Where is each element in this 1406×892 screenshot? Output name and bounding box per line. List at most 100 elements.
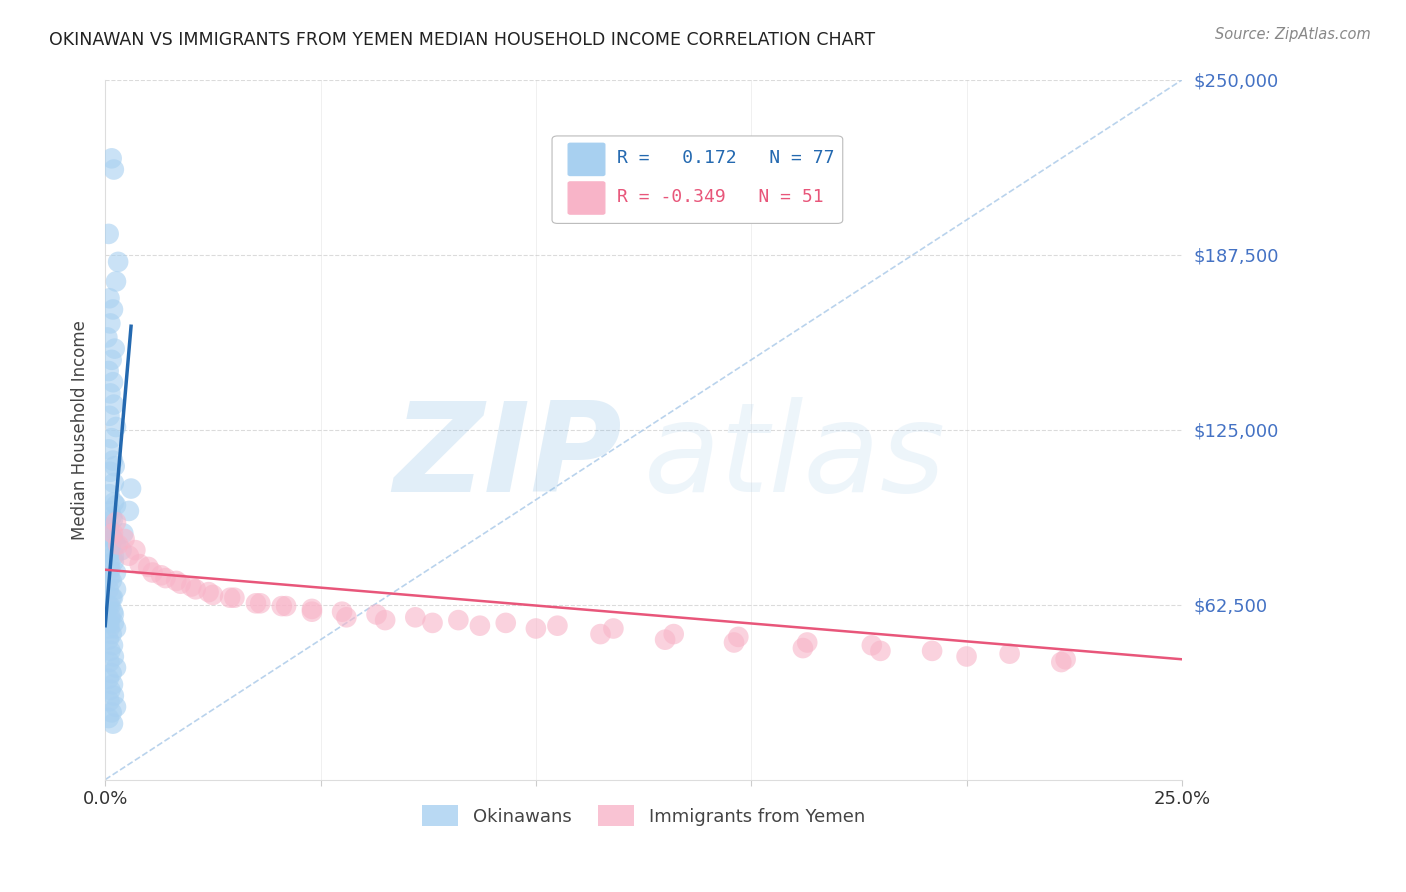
Point bbox=[97, 711, 120, 725]
Point bbox=[107, 255, 129, 269]
Point bbox=[103, 398, 125, 412]
Point bbox=[112, 526, 135, 541]
Point bbox=[98, 557, 121, 571]
Text: atlas: atlas bbox=[644, 397, 946, 518]
FancyBboxPatch shape bbox=[568, 144, 605, 176]
Point bbox=[104, 515, 127, 529]
Point bbox=[100, 706, 122, 720]
Point bbox=[100, 666, 122, 681]
Point bbox=[792, 641, 814, 656]
Point bbox=[330, 605, 353, 619]
Point bbox=[524, 622, 547, 636]
Point bbox=[224, 591, 246, 605]
Point bbox=[128, 557, 150, 571]
Point bbox=[98, 546, 121, 560]
Point bbox=[101, 716, 124, 731]
Point bbox=[120, 482, 142, 496]
Point bbox=[97, 599, 120, 613]
Point bbox=[1050, 655, 1073, 669]
Point bbox=[869, 644, 891, 658]
Point bbox=[860, 638, 883, 652]
Point bbox=[100, 644, 122, 658]
Point bbox=[274, 599, 297, 613]
FancyBboxPatch shape bbox=[568, 182, 605, 214]
Point bbox=[468, 618, 491, 632]
Point bbox=[98, 622, 121, 636]
Y-axis label: Median Household Income: Median Household Income bbox=[72, 320, 89, 540]
Point bbox=[104, 342, 127, 356]
Point bbox=[104, 661, 127, 675]
Point bbox=[100, 574, 122, 588]
Point bbox=[374, 613, 396, 627]
Point bbox=[100, 465, 122, 479]
Point bbox=[100, 509, 122, 524]
Point bbox=[100, 541, 122, 555]
Point bbox=[104, 537, 127, 551]
Point bbox=[245, 596, 267, 610]
Point bbox=[100, 317, 122, 331]
Point bbox=[184, 582, 207, 597]
Text: Source: ZipAtlas.com: Source: ZipAtlas.com bbox=[1215, 27, 1371, 42]
Point bbox=[796, 635, 818, 649]
Point bbox=[100, 683, 122, 698]
Point bbox=[998, 647, 1021, 661]
Point bbox=[97, 364, 120, 378]
Point bbox=[98, 291, 121, 305]
Point bbox=[103, 162, 125, 177]
Point bbox=[104, 499, 127, 513]
Point bbox=[101, 512, 124, 526]
Point bbox=[97, 227, 120, 241]
Point bbox=[97, 672, 120, 686]
Point bbox=[301, 605, 323, 619]
Point bbox=[100, 529, 122, 543]
Point bbox=[104, 420, 127, 434]
Point bbox=[107, 537, 129, 551]
Point bbox=[169, 576, 191, 591]
Text: R =   0.172   N = 77: R = 0.172 N = 77 bbox=[617, 149, 834, 167]
Point bbox=[101, 526, 124, 541]
Text: OKINAWAN VS IMMIGRANTS FROM YEMEN MEDIAN HOUSEHOLD INCOME CORRELATION CHART: OKINAWAN VS IMMIGRANTS FROM YEMEN MEDIAN… bbox=[49, 31, 876, 49]
Point bbox=[118, 549, 141, 563]
Point bbox=[103, 475, 125, 490]
Point bbox=[654, 632, 676, 647]
Point bbox=[366, 607, 388, 622]
Point bbox=[98, 655, 121, 669]
Point bbox=[100, 599, 122, 613]
Point bbox=[118, 504, 141, 518]
Point bbox=[97, 582, 120, 597]
Point bbox=[270, 599, 292, 613]
Point bbox=[98, 409, 121, 423]
Point bbox=[97, 632, 120, 647]
Point bbox=[100, 152, 122, 166]
Point bbox=[142, 566, 165, 580]
Point bbox=[98, 615, 121, 630]
Point bbox=[103, 549, 125, 563]
Point bbox=[101, 453, 124, 467]
Point bbox=[103, 607, 125, 622]
Point bbox=[335, 610, 357, 624]
Point bbox=[104, 582, 127, 597]
Point bbox=[98, 487, 121, 501]
Point bbox=[101, 302, 124, 317]
Point bbox=[589, 627, 612, 641]
Point bbox=[103, 554, 125, 568]
Point bbox=[101, 375, 124, 389]
Point bbox=[662, 627, 685, 641]
Point bbox=[103, 689, 125, 703]
Point bbox=[921, 644, 943, 658]
Point bbox=[124, 543, 146, 558]
Point bbox=[97, 521, 120, 535]
Text: R = -0.349   N = 51: R = -0.349 N = 51 bbox=[617, 187, 824, 206]
Point bbox=[97, 521, 120, 535]
Point bbox=[100, 610, 122, 624]
Point bbox=[602, 622, 624, 636]
Point bbox=[249, 596, 271, 610]
Point bbox=[103, 495, 125, 509]
Point bbox=[100, 627, 122, 641]
Point bbox=[495, 615, 517, 630]
Point bbox=[96, 330, 118, 344]
Point bbox=[101, 532, 124, 546]
Point bbox=[201, 588, 224, 602]
Point bbox=[103, 615, 125, 630]
Point bbox=[97, 442, 120, 457]
